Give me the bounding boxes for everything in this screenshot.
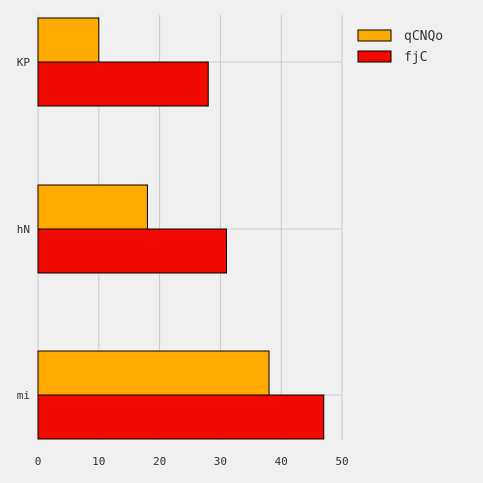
y-tick-label: hN — [17, 223, 30, 236]
legend-label: qCNQo — [404, 29, 443, 44]
x-tick-label: 0 — [35, 455, 42, 468]
legend-label: fjC — [404, 50, 427, 65]
bar-fjC-mi — [37, 394, 325, 440]
y-tick-label: mi — [17, 389, 30, 402]
y-tick-labels: KP hN mi — [17, 56, 31, 402]
bar-fjC-hN — [37, 228, 227, 274]
bar-qCNQo-hN — [37, 184, 148, 230]
legend-swatch-qCNQo — [357, 29, 392, 42]
x-tick-label: 50 — [335, 455, 348, 468]
x-tick-label: 20 — [153, 455, 166, 468]
x-tick-labels: 0 10 20 30 40 50 — [35, 455, 349, 468]
x-tick-label: 30 — [214, 455, 227, 468]
x-tick-label: 40 — [275, 455, 288, 468]
y-tick-label: KP — [17, 56, 31, 69]
legend-swatch-fjC — [357, 50, 392, 63]
legend: qCNQo fjC — [357, 29, 443, 65]
bars — [37, 17, 325, 440]
x-tick-label: 10 — [92, 455, 105, 468]
bar-qCNQo-KP — [37, 17, 100, 63]
bar-fjC-KP — [37, 61, 209, 107]
bar-qCNQo-mi — [37, 350, 270, 396]
